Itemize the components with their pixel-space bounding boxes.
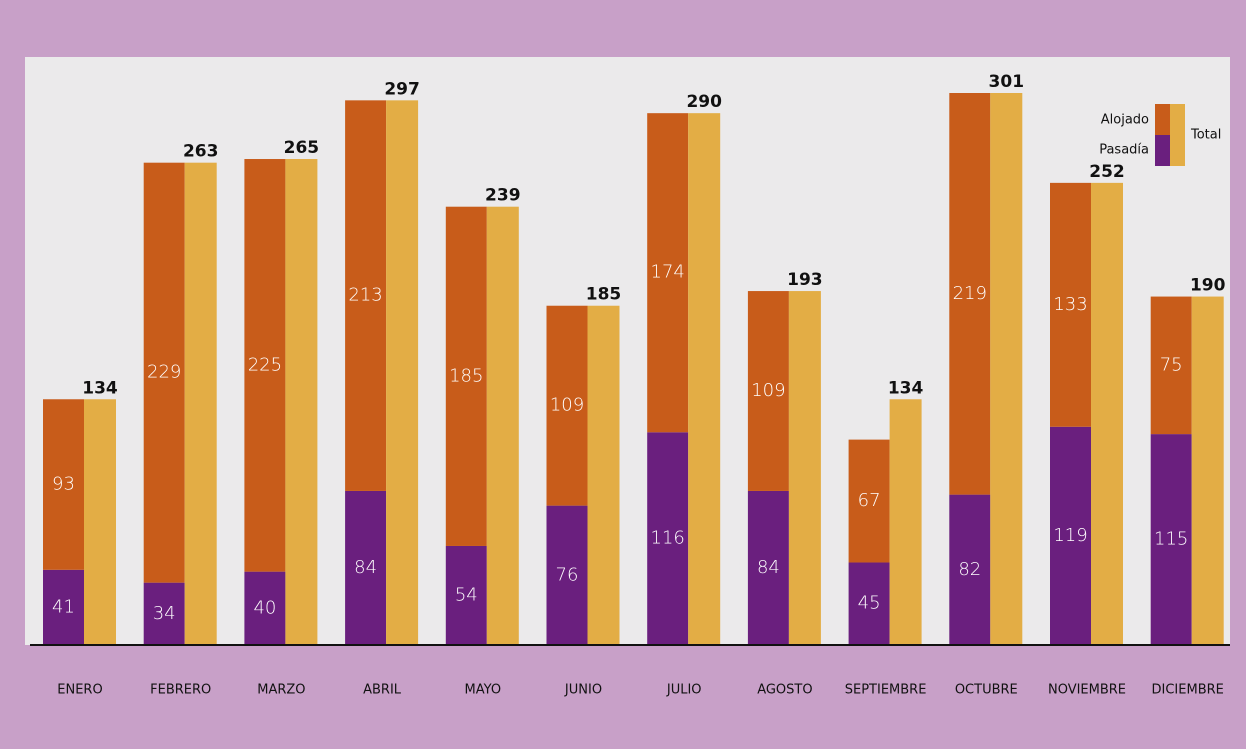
- bar-segment: [1150, 296, 1192, 435]
- x-tick-label: ABRIL: [363, 683, 402, 698]
- bar-segment: [949, 93, 991, 495]
- value-label: 109: [751, 380, 785, 401]
- x-tick-label: MAYO: [465, 683, 502, 698]
- total-label: 301: [989, 72, 1025, 92]
- legend-swatch: [1170, 104, 1185, 166]
- value-label: 45: [858, 593, 881, 614]
- total-bar: [990, 93, 1023, 645]
- total-bar: [1091, 182, 1123, 645]
- bar-segment: [949, 494, 991, 645]
- x-tick-label: JULIO: [666, 683, 702, 698]
- value-label: 84: [354, 557, 377, 578]
- bar-segment: [43, 399, 84, 570]
- bar-segment: [143, 582, 185, 645]
- bar-segment: [848, 439, 890, 563]
- total-bar: [1191, 296, 1224, 645]
- value-label: 75: [1160, 354, 1183, 375]
- bar-segment: [345, 100, 387, 491]
- total-label: 185: [586, 285, 622, 305]
- total-bar: [889, 399, 922, 645]
- value-label: 225: [248, 354, 282, 375]
- value-label: 40: [253, 597, 276, 618]
- total-label: 193: [787, 270, 823, 290]
- value-label: 84: [757, 557, 780, 578]
- x-tick-label: NOVIEMBRE: [1048, 683, 1126, 698]
- total-label: 134: [82, 378, 118, 398]
- bar-segment: [445, 545, 487, 645]
- total-bar: [486, 206, 519, 646]
- value-label: 133: [1053, 294, 1087, 315]
- bar-segment: [546, 505, 588, 645]
- bar-segment: [345, 490, 387, 645]
- bar-segment: [1050, 426, 1091, 645]
- total-label: 290: [686, 92, 722, 112]
- value-label: 229: [147, 362, 181, 383]
- total-label: 190: [1190, 276, 1226, 296]
- bar-segment: [143, 162, 185, 583]
- total-bar: [688, 113, 721, 646]
- total-bar: [587, 305, 620, 645]
- legend-swatch: [1155, 135, 1170, 166]
- bar-segment: [747, 291, 789, 491]
- bar-segment: [647, 113, 689, 433]
- value-label: 219: [953, 283, 987, 304]
- legend-swatch: [1155, 104, 1170, 135]
- x-tick-label: FEBRERO: [150, 683, 211, 698]
- total-bar: [386, 100, 419, 645]
- total-label: 252: [1089, 162, 1125, 182]
- bar-segment: [244, 571, 286, 645]
- legend-label: Alojado: [1101, 113, 1149, 128]
- total-label: 263: [183, 142, 219, 162]
- total-bar: [184, 162, 217, 645]
- total-bar: [788, 291, 821, 645]
- value-label: 41: [52, 596, 75, 617]
- value-label: 54: [455, 584, 478, 605]
- value-label: 109: [550, 395, 584, 416]
- value-label: 76: [556, 564, 579, 585]
- x-tick-label: OCTUBRE: [955, 683, 1018, 698]
- value-label: 67: [858, 490, 881, 511]
- total-label: 134: [888, 378, 924, 398]
- value-label: 82: [958, 559, 981, 580]
- total-bar: [285, 159, 318, 645]
- x-tick-label: SEPTIEMBRE: [845, 683, 927, 698]
- total-label: 265: [284, 138, 320, 158]
- bar-segment: [43, 569, 84, 645]
- bar-segment: [848, 562, 890, 645]
- value-label: 213: [348, 285, 382, 306]
- bar-segment: [647, 432, 689, 645]
- bar-segment: [244, 159, 286, 572]
- value-label: 93: [52, 474, 75, 495]
- bar-segment: [1050, 182, 1091, 427]
- legend-label: Total: [1190, 128, 1221, 143]
- legend-label: Pasadía: [1099, 143, 1149, 158]
- x-tick-label: JUNIO: [564, 683, 602, 698]
- x-tick-label: MARZO: [257, 683, 305, 698]
- total-label: 239: [485, 186, 521, 206]
- plot-area: [25, 57, 1230, 645]
- x-tick-label: AGOSTO: [757, 683, 812, 698]
- bar-segment: [445, 206, 487, 546]
- bar-segment: [1150, 434, 1192, 645]
- bar-segment: [546, 305, 588, 506]
- value-label: 116: [651, 528, 685, 549]
- x-tick-label: DICIEMBRE: [1152, 683, 1224, 698]
- value-label: 174: [651, 262, 685, 283]
- value-label: 185: [449, 365, 483, 386]
- total-bar: [84, 399, 116, 645]
- value-label: 34: [153, 603, 176, 624]
- value-label: 115: [1154, 529, 1188, 550]
- bar-segment: [747, 490, 789, 645]
- value-label: 119: [1053, 525, 1087, 546]
- x-tick-label: ENERO: [57, 683, 102, 698]
- total-label: 297: [384, 79, 420, 99]
